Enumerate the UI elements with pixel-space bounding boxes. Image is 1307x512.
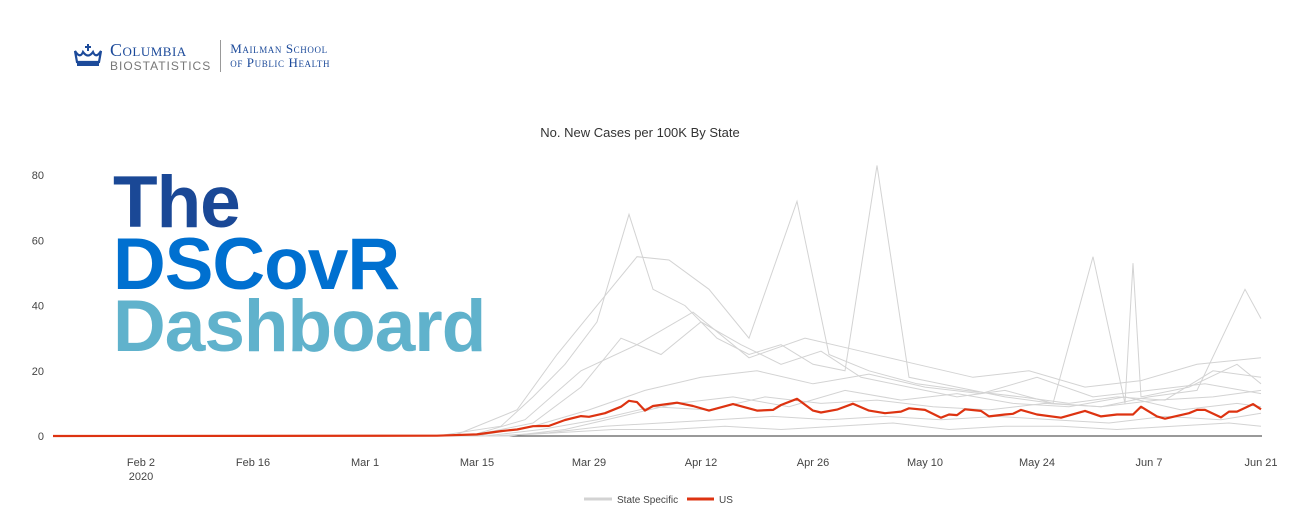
state-series-line — [53, 311, 1262, 437]
y-tick-label: 40 — [32, 301, 44, 313]
state-series-line — [53, 256, 1262, 437]
legend-label-us[interactable]: US — [719, 495, 733, 506]
us-series-line — [52, 397, 1262, 438]
x-tick-label: Mar 29 — [572, 457, 606, 469]
legend-label-state[interactable]: State Specific — [617, 495, 678, 506]
x-tick-label: Feb 16 — [236, 457, 270, 469]
university-name: Columbia — [110, 39, 187, 60]
title-line-the: The — [113, 162, 241, 243]
crown-icon — [73, 44, 103, 66]
x-tick-label: Apr 12 — [685, 457, 717, 469]
state-series-line — [53, 422, 1262, 437]
x-tick-label: Mar 1 — [351, 457, 379, 469]
y-tick-label: 0 — [38, 431, 44, 443]
state-series-line — [53, 165, 1262, 437]
department-name: BIOSTATISTICS — [110, 58, 212, 73]
columbia-logo: Columbia BIOSTATISTICS Mailman School of… — [72, 40, 330, 72]
title-line-dashboard: Dashboard — [113, 286, 486, 367]
x-tick-label: Apr 26 — [797, 457, 829, 469]
x-tick-label: Feb 2 — [127, 457, 155, 469]
y-tick-label: 60 — [32, 235, 44, 247]
state-series-line — [53, 199, 1262, 437]
y-tick-label: 20 — [32, 366, 44, 378]
logo-divider — [220, 40, 222, 72]
state-series-line — [53, 389, 1262, 437]
x-tick-label: May 10 — [907, 457, 943, 469]
title-line-dscovr: DSCovR — [113, 224, 400, 305]
y-tick-label: 80 — [32, 170, 44, 182]
x-tick-label: Mar 15 — [460, 457, 494, 469]
x-tick-label: Jun 7 — [1136, 457, 1163, 469]
x-tick-label: May 24 — [1019, 457, 1055, 469]
x-tick-label: Jun 21 — [1244, 457, 1277, 469]
state-series-line — [53, 389, 1262, 437]
school-name-line2: of Public Health — [230, 55, 331, 70]
state-series-line — [53, 412, 1262, 437]
x-tick-sublabel: 2020 — [129, 471, 153, 483]
chart-title: No. New Cases per 100K By State — [540, 125, 739, 140]
dashboard-title: The DSCovR Dashboard — [113, 162, 486, 367]
legend[interactable]: State Specific US — [584, 495, 733, 506]
state-series-line — [53, 370, 1262, 437]
school-name-line1: Mailman School — [230, 41, 328, 57]
